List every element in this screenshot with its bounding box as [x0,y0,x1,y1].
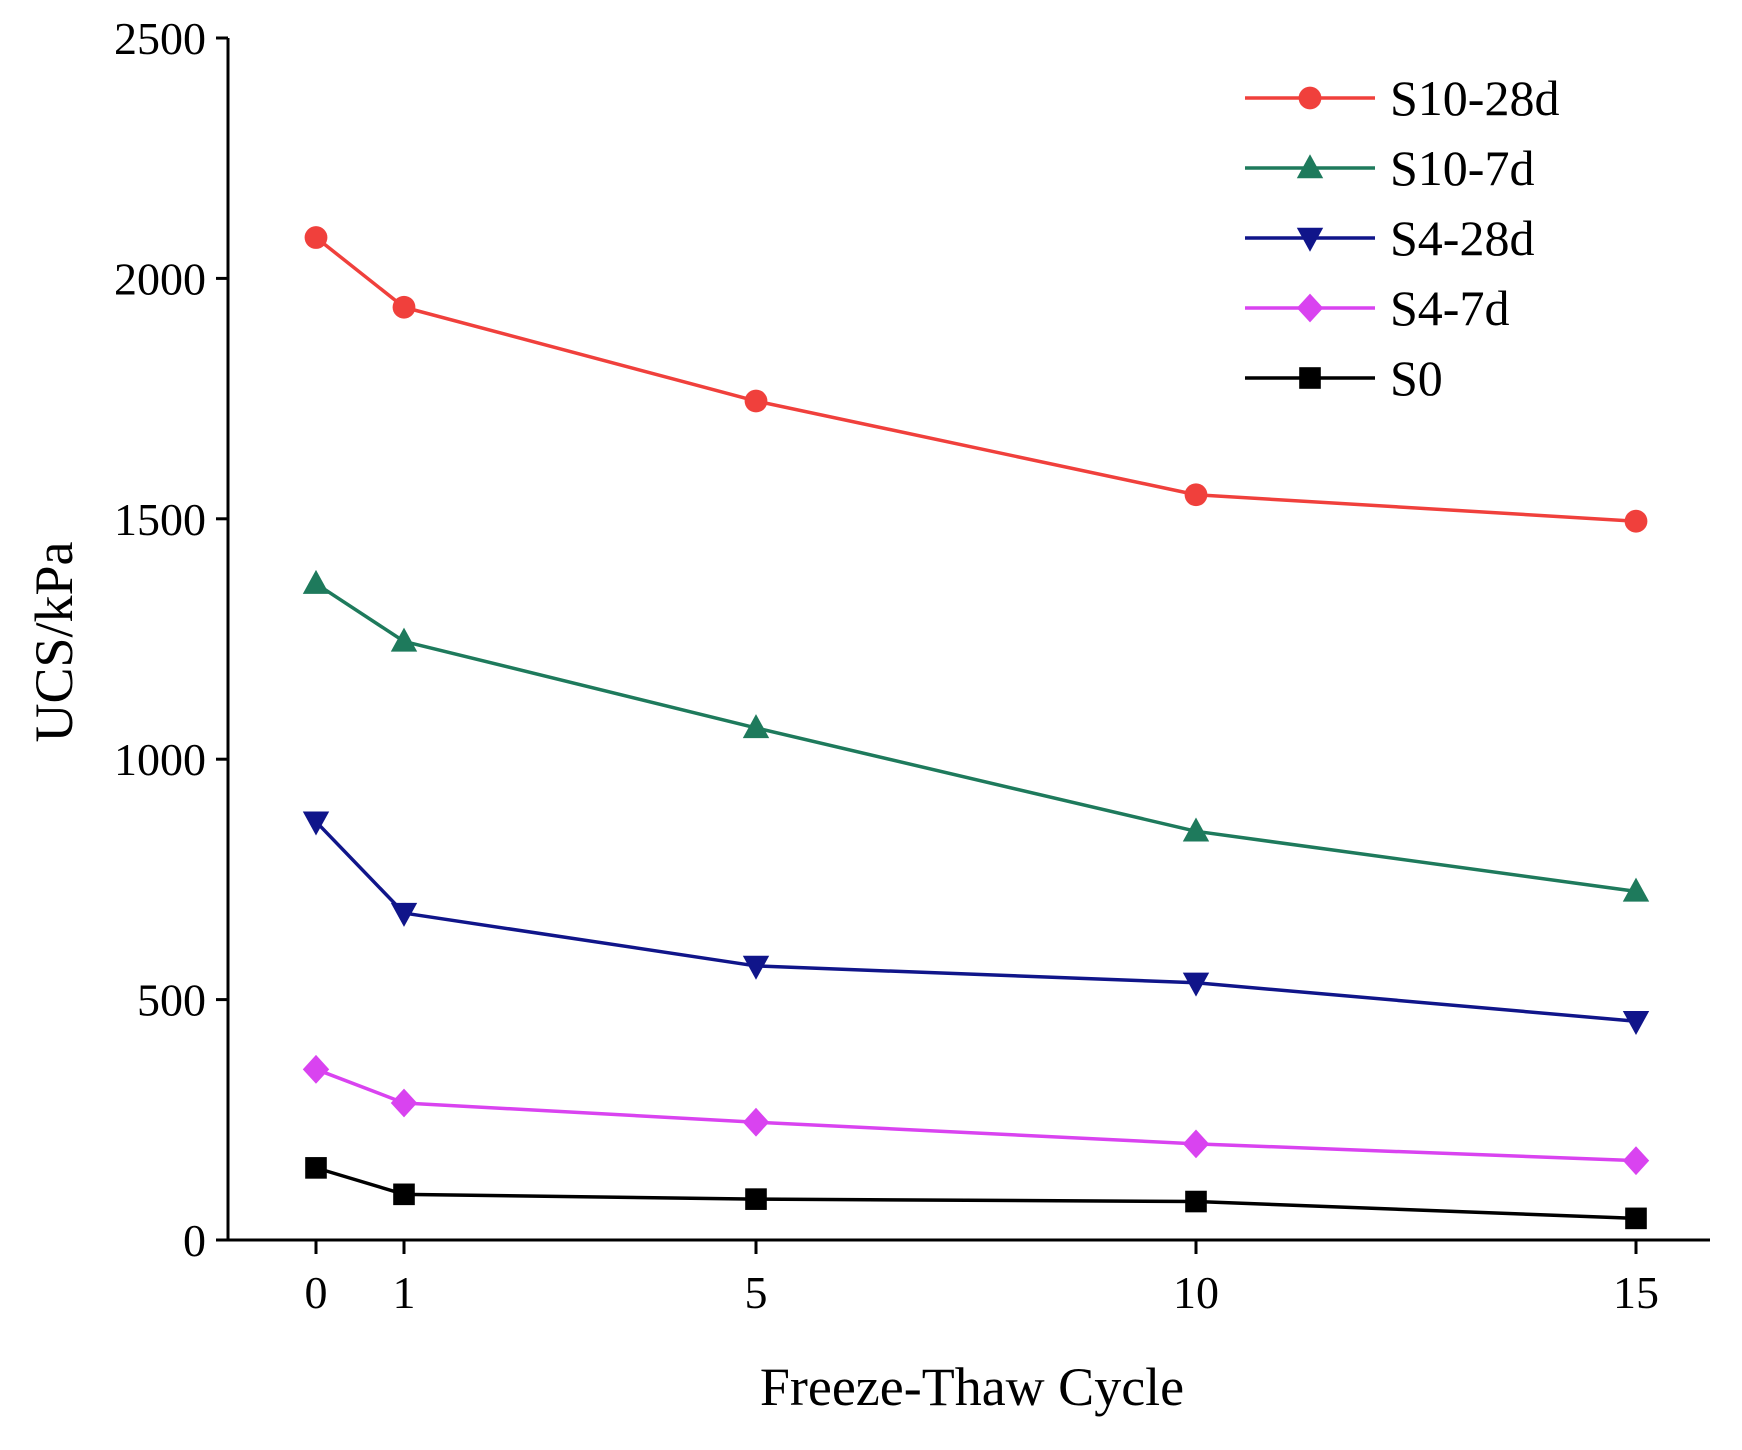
legend-marker [1298,86,1322,110]
x-tick-label: 1 [393,1267,416,1318]
series-line [315,1067,1637,1163]
y-axis-title: UCS/kPa [24,541,84,742]
data-point [742,955,770,980]
x-tick-label: 0 [305,1267,328,1318]
data-point [745,1188,767,1210]
series-s10-28d [304,226,1648,533]
legend-label: S4-7d [1390,280,1509,336]
data-point [742,1107,770,1137]
data-point [1182,1129,1210,1159]
data-point [302,811,330,836]
legend-item: S10-28d [1245,70,1559,126]
series-line [315,582,1637,894]
legend-item: S0 [1245,350,1443,406]
series-s0 [305,1157,1647,1230]
legend-marker [1296,227,1324,252]
data-point [1622,877,1650,902]
legend-marker [1296,154,1324,179]
legend-label: S4-28d [1390,210,1534,266]
legend-label: S10-7d [1390,140,1534,196]
data-point [742,714,770,739]
data-point [302,569,330,594]
y-ticks: 0 500 1000 1500 2000 2500 [114,13,228,1266]
y-tick-label: 2000 [114,253,206,304]
data-point [305,1157,327,1179]
data-point [390,627,418,652]
x-axis-title: Freeze-Thaw Cycle [760,1357,1184,1417]
data-point [1182,972,1210,997]
y-tick-label: 1500 [114,494,206,545]
y-tick-label: 500 [137,975,206,1026]
data-point [1622,1146,1650,1176]
data-point [390,902,418,927]
x-tick-label: 10 [1173,1267,1219,1318]
data-point [1625,1207,1647,1230]
data-point [392,295,416,319]
legend-label: S0 [1390,350,1443,406]
data-point [393,1183,415,1206]
legend-item: S4-7d [1245,280,1509,336]
data-point [302,1054,330,1084]
legend-marker [1296,293,1324,323]
data-point [1185,1190,1207,1213]
series-s10-7d [302,569,1650,902]
series-layer [302,226,1650,1230]
data-point [1184,483,1208,507]
series-line [315,1166,1637,1221]
legend-label: S10-28d [1390,70,1559,126]
data-point [1182,817,1210,842]
axes [226,38,1710,1242]
data-point [304,226,328,249]
x-tick-label: 15 [1613,1267,1659,1318]
y-tick-label: 1000 [114,734,206,785]
data-point [390,1088,418,1118]
series-s4-7d [302,1054,1650,1176]
x-ticks: 0 1 5 10 15 [305,1240,1659,1318]
legend-marker [1299,367,1321,389]
legend-item: S4-28d [1245,210,1534,266]
y-tick-label: 2500 [114,13,206,64]
y-tick-label: 0 [183,1215,206,1266]
data-point [1622,1011,1650,1036]
legend: S10-28d S10-7d S4-28d S4-7d S0 [1245,70,1559,406]
data-point [1624,509,1648,533]
data-point [744,389,768,413]
x-tick-label: 5 [745,1267,768,1318]
legend-item: S10-7d [1245,140,1534,196]
series-line [314,820,1637,1023]
series-s4-28d [302,811,1650,1036]
